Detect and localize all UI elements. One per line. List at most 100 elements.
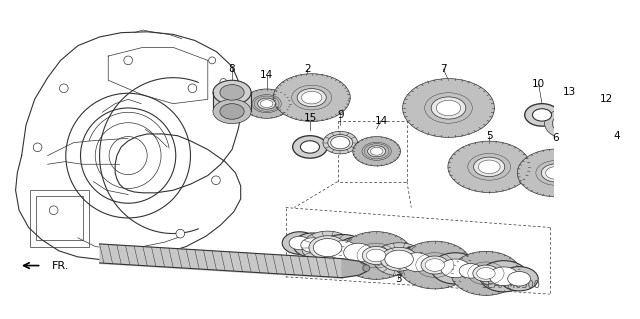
- Text: 6: 6: [552, 133, 559, 143]
- Ellipse shape: [371, 147, 383, 155]
- Ellipse shape: [323, 131, 358, 154]
- Text: FR.: FR.: [52, 261, 69, 271]
- Ellipse shape: [243, 89, 291, 118]
- Ellipse shape: [587, 118, 630, 146]
- Ellipse shape: [334, 237, 383, 268]
- Ellipse shape: [213, 99, 251, 123]
- Ellipse shape: [380, 247, 418, 271]
- Ellipse shape: [353, 137, 401, 166]
- Ellipse shape: [292, 136, 327, 158]
- Ellipse shape: [452, 259, 490, 283]
- Ellipse shape: [558, 116, 580, 130]
- Circle shape: [209, 57, 216, 64]
- Ellipse shape: [532, 109, 552, 121]
- Circle shape: [49, 206, 58, 215]
- Text: 2: 2: [304, 64, 310, 74]
- Ellipse shape: [517, 149, 595, 197]
- Ellipse shape: [594, 123, 623, 142]
- Circle shape: [60, 84, 68, 93]
- Ellipse shape: [448, 141, 531, 193]
- Ellipse shape: [459, 263, 482, 278]
- Ellipse shape: [373, 243, 425, 276]
- Ellipse shape: [431, 97, 466, 119]
- Ellipse shape: [309, 236, 346, 259]
- Ellipse shape: [541, 164, 570, 182]
- Text: 4: 4: [613, 131, 620, 141]
- Ellipse shape: [300, 141, 319, 153]
- Text: 5: 5: [486, 131, 493, 141]
- Ellipse shape: [273, 74, 350, 122]
- Ellipse shape: [331, 137, 350, 149]
- Ellipse shape: [393, 247, 441, 278]
- Ellipse shape: [451, 251, 521, 295]
- Ellipse shape: [363, 265, 370, 271]
- Ellipse shape: [474, 157, 505, 176]
- Ellipse shape: [319, 234, 367, 266]
- Ellipse shape: [599, 126, 618, 138]
- Ellipse shape: [425, 259, 445, 271]
- Ellipse shape: [289, 236, 310, 250]
- Circle shape: [212, 176, 220, 185]
- Ellipse shape: [328, 135, 353, 151]
- Polygon shape: [342, 259, 366, 278]
- Circle shape: [220, 78, 227, 85]
- Text: 15: 15: [303, 113, 317, 123]
- Ellipse shape: [297, 89, 326, 107]
- Ellipse shape: [213, 80, 251, 105]
- Ellipse shape: [436, 100, 461, 116]
- Text: SEAAM0500: SEAAM0500: [481, 280, 540, 291]
- Ellipse shape: [362, 247, 390, 264]
- Ellipse shape: [403, 78, 494, 137]
- Text: 3: 3: [395, 274, 401, 285]
- Text: 14: 14: [374, 116, 388, 126]
- Ellipse shape: [479, 261, 528, 292]
- Bar: [36, 196, 83, 241]
- Ellipse shape: [603, 164, 630, 182]
- Text: 10: 10: [532, 79, 545, 89]
- Ellipse shape: [220, 104, 244, 119]
- Ellipse shape: [441, 259, 470, 278]
- Ellipse shape: [421, 256, 449, 274]
- Ellipse shape: [545, 108, 593, 139]
- Circle shape: [124, 56, 132, 65]
- Ellipse shape: [260, 100, 273, 108]
- Ellipse shape: [403, 253, 431, 271]
- Text: 12: 12: [600, 94, 612, 104]
- Ellipse shape: [344, 243, 372, 262]
- Circle shape: [223, 105, 230, 111]
- Circle shape: [188, 84, 196, 93]
- Ellipse shape: [314, 239, 342, 257]
- Ellipse shape: [580, 150, 640, 196]
- Text: 9: 9: [337, 110, 344, 120]
- Ellipse shape: [220, 85, 244, 100]
- Ellipse shape: [301, 231, 353, 264]
- Ellipse shape: [293, 233, 332, 257]
- Ellipse shape: [282, 232, 317, 254]
- Text: 14: 14: [260, 70, 273, 80]
- Ellipse shape: [431, 253, 479, 284]
- Bar: [30, 190, 89, 247]
- Text: 1: 1: [333, 240, 339, 250]
- Ellipse shape: [546, 167, 566, 179]
- Text: 11: 11: [639, 110, 640, 120]
- Ellipse shape: [339, 232, 413, 279]
- Ellipse shape: [630, 140, 640, 154]
- Ellipse shape: [258, 98, 276, 109]
- Ellipse shape: [301, 238, 324, 252]
- Circle shape: [33, 143, 42, 152]
- Ellipse shape: [473, 265, 499, 282]
- Ellipse shape: [398, 241, 472, 289]
- Ellipse shape: [489, 267, 518, 286]
- Ellipse shape: [301, 91, 322, 104]
- Ellipse shape: [477, 268, 495, 279]
- Circle shape: [108, 245, 116, 254]
- Ellipse shape: [328, 241, 358, 259]
- Ellipse shape: [385, 250, 413, 268]
- Text: 7: 7: [440, 64, 447, 74]
- Ellipse shape: [367, 146, 386, 157]
- Ellipse shape: [500, 267, 538, 291]
- Ellipse shape: [525, 104, 559, 126]
- Ellipse shape: [508, 271, 531, 286]
- Text: 13: 13: [563, 87, 577, 97]
- Ellipse shape: [478, 160, 500, 174]
